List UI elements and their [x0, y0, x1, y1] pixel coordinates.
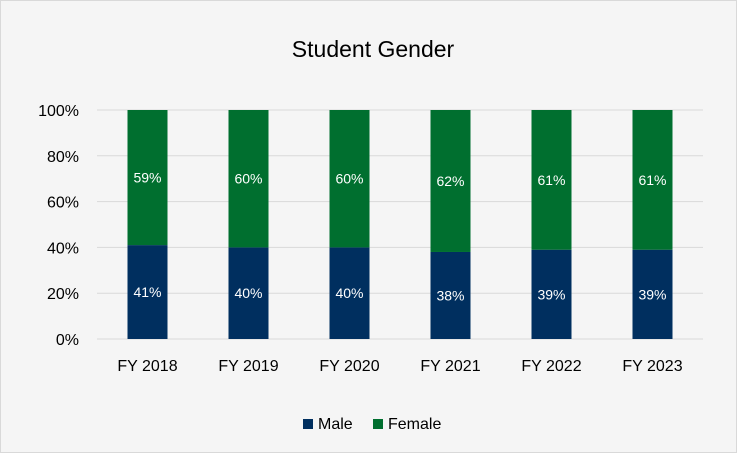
bar-female — [228, 110, 269, 248]
y-tick-label: 60% — [47, 195, 79, 212]
legend-swatch-male — [303, 419, 313, 429]
bar-male — [329, 247, 370, 339]
bar-male — [531, 249, 572, 339]
data-label: 38% — [436, 287, 464, 303]
legend: Male Female — [303, 416, 441, 433]
data-label: 62% — [436, 173, 464, 189]
legend-label-male: Male — [318, 416, 353, 433]
bar-female — [329, 110, 370, 248]
y-tick-label: 40% — [47, 240, 79, 257]
x-tick-label: FY 2022 — [521, 358, 581, 375]
x-axis-tick-labels: FY 2018 FY 2019 FY 2020 FY 2021 FY 2022 FY 20… — [117, 358, 682, 375]
x-tick-label: FY 2023 — [622, 358, 682, 375]
data-label: 60% — [335, 171, 363, 187]
x-tick-label: FY 2020 — [319, 358, 379, 375]
data-label: 59% — [133, 170, 161, 186]
bar-male — [632, 249, 673, 339]
x-tick-label: FY 2018 — [117, 358, 177, 375]
legend-swatch-female — [373, 419, 383, 429]
data-label: 60% — [234, 171, 262, 187]
data-label: 39% — [638, 286, 666, 302]
bar-female — [430, 110, 471, 252]
data-label: 61% — [638, 172, 666, 188]
data-label: 40% — [335, 285, 363, 301]
bar-male — [127, 245, 168, 339]
legend-label-female: Female — [388, 416, 441, 433]
y-tick-label: 80% — [47, 149, 79, 166]
data-label: 40% — [234, 285, 262, 301]
data-label: 39% — [537, 286, 565, 302]
x-tick-label: FY 2021 — [420, 358, 480, 375]
bar-female — [531, 110, 572, 250]
chart-title: Student Gender — [292, 36, 455, 62]
gridlines — [97, 109, 703, 340]
bars: 41% 59% 40% 60% 40% 60% 38% 62% 39% 61% 39% 61% — [127, 110, 673, 339]
data-label: 61% — [537, 172, 565, 188]
y-tick-label: 100% — [38, 103, 79, 120]
bar-male — [430, 251, 471, 339]
x-tick-label: FY 2019 — [218, 358, 278, 375]
bar-female — [127, 110, 168, 246]
bar-female — [632, 110, 673, 250]
bar-male — [228, 247, 269, 339]
data-label: 41% — [133, 284, 161, 300]
y-tick-label: 0% — [56, 332, 79, 349]
y-tick-label: 20% — [47, 286, 79, 303]
y-axis-tick-labels: 0% 20% 40% 60% 80% 100% — [38, 103, 79, 349]
